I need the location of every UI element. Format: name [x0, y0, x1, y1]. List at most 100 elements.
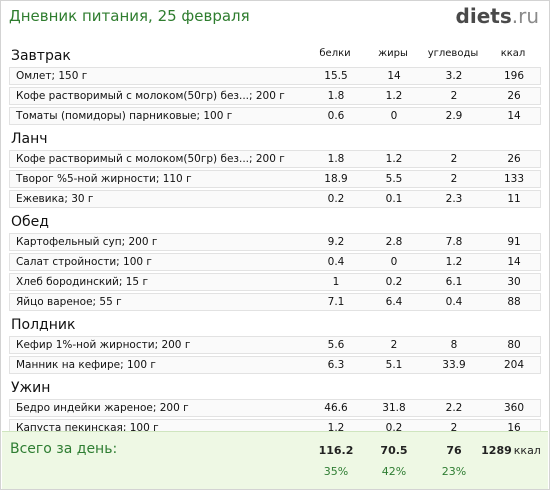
- food-row[interactable]: Манник на кефире; 100 г 6.3 5.1 33.9 204: [9, 356, 541, 374]
- food-fat: 5.5: [385, 173, 403, 185]
- food-protein: 0.2: [327, 193, 345, 205]
- column-header-fat: жиры: [378, 48, 408, 59]
- food-name: Яйцо вареное; 55 г: [16, 296, 122, 308]
- food-fat: 14: [387, 70, 401, 82]
- food-name: Кофе растворимый с молоком(50гр) без...;…: [16, 90, 285, 102]
- food-row[interactable]: Творог %5-ной жирности; 110 г 18.9 5.5 2 133: [9, 170, 541, 188]
- meal-group: Завтрак белки жиры углеводы ккал Омлет; 150 г…: [9, 45, 541, 125]
- food-fat: 5.1: [385, 359, 403, 371]
- food-protein: 1: [332, 276, 340, 288]
- diary-title: Дневник питания, 25 февраля: [9, 7, 250, 25]
- food-protein: 9.2: [327, 236, 345, 248]
- food-name: Хлеб бородинский; 15 г: [16, 276, 148, 288]
- food-row[interactable]: Томаты (помидоры) парниковые; 100 г 0.6 0 2…: [9, 107, 541, 125]
- food-kcal: 91: [507, 236, 521, 248]
- food-row[interactable]: Хлеб бородинский; 15 г 1 0.2 6.1 30: [9, 273, 541, 291]
- column-header-kcal: ккал: [500, 48, 526, 59]
- food-row[interactable]: Картофельный суп; 200 г 9.2 2.8 7.8 91: [9, 233, 541, 251]
- food-fat: 1.2: [385, 90, 403, 102]
- meal-title: Полдник: [11, 317, 76, 333]
- food-name: Манник на кефире; 100 г: [16, 359, 156, 371]
- food-protein: 5.6: [327, 339, 345, 351]
- food-kcal: 30: [507, 276, 521, 288]
- food-carbs: 2.2: [445, 402, 463, 414]
- meal-group: Обед Картофельный суп; 200 г 9.2 2.8 7.8 91 Са…: [9, 211, 541, 311]
- meal-title: Обед: [11, 214, 49, 230]
- food-name: Томаты (помидоры) парниковые; 100 г: [16, 110, 233, 122]
- food-carbs: 2: [450, 153, 458, 165]
- total-protein: 116.2: [318, 444, 354, 457]
- food-carbs: 3.2: [445, 70, 463, 82]
- food-fat: 1.2: [385, 153, 403, 165]
- food-protein: 0.6: [327, 110, 345, 122]
- total-kcal-unit: ккал: [513, 444, 541, 457]
- food-protein: 0.4: [327, 256, 345, 268]
- food-fat: 0: [390, 256, 398, 268]
- food-row[interactable]: Кофе растворимый с молоком(50гр) без...;…: [9, 150, 541, 168]
- carbs-percent: 23%: [441, 465, 467, 478]
- food-fat: 31.8: [382, 402, 406, 414]
- food-carbs: 0.4: [445, 296, 463, 308]
- food-carbs: 2: [450, 173, 458, 185]
- food-protein: 1.8: [327, 90, 345, 102]
- food-protein: 15.5: [324, 70, 348, 82]
- daily-total: Всего за день: 116.2 70.5 76 1289 ккал 35…: [2, 431, 548, 489]
- food-carbs: 2.3: [445, 193, 463, 205]
- food-carbs: 7.8: [445, 236, 463, 248]
- food-kcal: 80: [507, 339, 521, 351]
- meal-header: Завтрак белки жиры углеводы ккал: [9, 45, 541, 67]
- food-fat: 0.2: [385, 276, 403, 288]
- protein-percent: 35%: [323, 465, 349, 478]
- column-header-carbs: углеводы: [427, 48, 479, 59]
- header: Дневник питания, 25 февраля diets.ru: [1, 1, 549, 31]
- meals-list: Завтрак белки жиры углеводы ккал Омлет; 150 г…: [9, 45, 541, 440]
- food-protein: 6.3: [327, 359, 345, 371]
- food-name: Омлет; 150 г: [16, 70, 88, 82]
- total-kcal: 1289 ккал: [478, 444, 544, 457]
- meal-title: Ланч: [11, 131, 48, 147]
- food-carbs: 2: [450, 422, 458, 434]
- total-kcal-value: 1289: [481, 444, 512, 457]
- food-protein: 1.8: [327, 153, 345, 165]
- food-kcal: 88: [507, 296, 521, 308]
- logo-main: diets: [455, 4, 512, 28]
- food-carbs: 1.2: [445, 256, 463, 268]
- food-kcal: 26: [507, 90, 521, 102]
- meal-title: Ужин: [11, 380, 51, 396]
- meal-group: Полдник Кефир 1%-ной жирности; 200 г 5.6 2 8…: [9, 314, 541, 374]
- food-row[interactable]: Ежевика; 30 г 0.2 0.1 2.3 11: [9, 190, 541, 208]
- food-protein: 7.1: [327, 296, 345, 308]
- food-row[interactable]: Омлет; 150 г 15.5 14 3.2 196: [9, 67, 541, 85]
- food-protein: 18.9: [324, 173, 348, 185]
- food-name: Ежевика; 30 г: [16, 193, 94, 205]
- food-kcal: 360: [503, 402, 525, 414]
- food-kcal: 14: [507, 110, 521, 122]
- food-name: Картофельный суп; 200 г: [16, 236, 158, 248]
- food-row[interactable]: Кефир 1%-ной жирности; 200 г 5.6 2 8 80: [9, 336, 541, 354]
- food-row[interactable]: Салат стройности; 100 г 0.4 0 1.2 14: [9, 253, 541, 271]
- food-fat: 0.1: [385, 193, 403, 205]
- meal-header: Обед: [9, 211, 541, 233]
- total-fat: 70.5: [380, 444, 408, 457]
- food-fat: 6.4: [385, 296, 403, 308]
- food-row[interactable]: Яйцо вареное; 55 г 7.1 6.4 0.4 88: [9, 293, 541, 311]
- food-row[interactable]: Кофе растворимый с молоком(50гр) без...;…: [9, 87, 541, 105]
- food-kcal: 14: [507, 256, 521, 268]
- total-label: Всего за день:: [10, 441, 118, 457]
- food-name: Кофе растворимый с молоком(50гр) без...;…: [16, 153, 285, 165]
- food-carbs: 2: [450, 90, 458, 102]
- meal-header: Ужин: [9, 377, 541, 399]
- food-row[interactable]: Бедро индейки жареное; 200 г 46.6 31.8 2.2 3…: [9, 399, 541, 417]
- food-name: Творог %5-ной жирности; 110 г: [16, 173, 192, 185]
- food-fat: 2.8: [385, 236, 403, 248]
- food-carbs: 2.9: [445, 110, 463, 122]
- site-logo[interactable]: diets.ru: [456, 4, 539, 28]
- food-kcal: 133: [503, 173, 525, 185]
- food-name: Кефир 1%-ной жирности; 200 г: [16, 339, 191, 351]
- food-kcal: 204: [503, 359, 525, 371]
- meal-group: Ужин Бедро индейки жареное; 200 г 46.6 31.8…: [9, 377, 541, 437]
- food-name: Бедро индейки жареное; 200 г: [16, 402, 189, 414]
- meal-header: Полдник: [9, 314, 541, 336]
- food-carbs: 6.1: [445, 276, 463, 288]
- food-name: Салат стройности; 100 г: [16, 256, 152, 268]
